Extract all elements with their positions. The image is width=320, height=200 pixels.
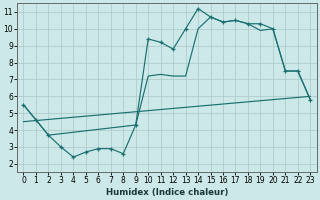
X-axis label: Humidex (Indice chaleur): Humidex (Indice chaleur) [106,188,228,197]
